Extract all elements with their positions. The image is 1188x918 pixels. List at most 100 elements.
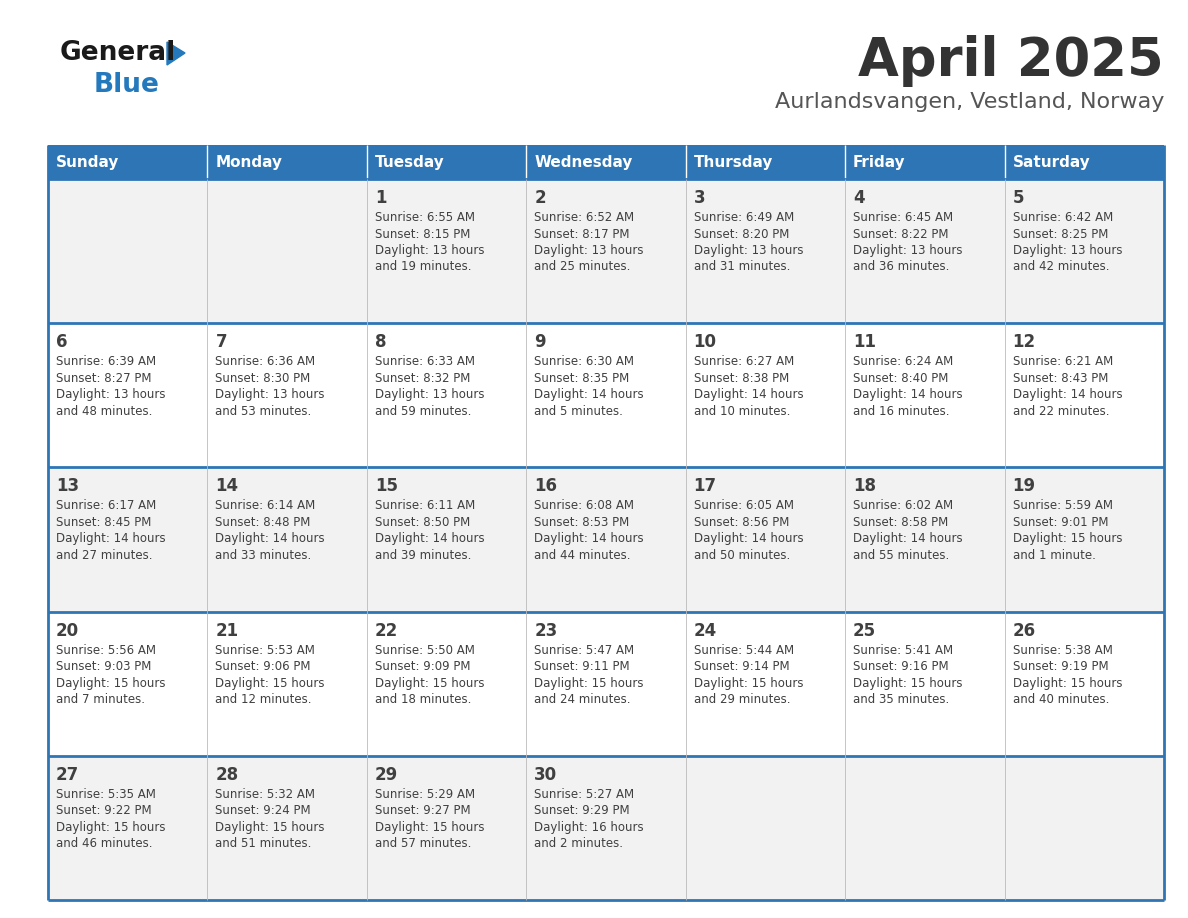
Text: Sunrise: 6:21 AM: Sunrise: 6:21 AM	[1012, 355, 1113, 368]
Bar	[48, 756, 1164, 900]
Text: Daylight: 14 hours: Daylight: 14 hours	[535, 388, 644, 401]
Text: and 7 minutes.: and 7 minutes.	[56, 693, 145, 706]
Text: Sunrise: 6:17 AM: Sunrise: 6:17 AM	[56, 499, 156, 512]
Text: Sunset: 8:17 PM: Sunset: 8:17 PM	[535, 228, 630, 241]
Text: and 19 minutes.: and 19 minutes.	[375, 261, 472, 274]
Text: Tuesday: Tuesday	[375, 154, 444, 170]
Text: Daylight: 15 hours: Daylight: 15 hours	[56, 677, 165, 689]
Bar	[208, 145, 367, 179]
Text: Sunset: 8:38 PM: Sunset: 8:38 PM	[694, 372, 789, 385]
Text: Daylight: 14 hours: Daylight: 14 hours	[56, 532, 165, 545]
Text: Sunset: 8:20 PM: Sunset: 8:20 PM	[694, 228, 789, 241]
Text: Daylight: 13 hours: Daylight: 13 hours	[694, 244, 803, 257]
Text: Sunrise: 6:49 AM: Sunrise: 6:49 AM	[694, 211, 794, 224]
Text: 19: 19	[1012, 477, 1036, 496]
Text: 22: 22	[375, 621, 398, 640]
Text: and 16 minutes.: and 16 minutes.	[853, 405, 949, 418]
Text: 20: 20	[56, 621, 80, 640]
Text: and 5 minutes.: and 5 minutes.	[535, 405, 624, 418]
Text: Sunrise: 5:32 AM: Sunrise: 5:32 AM	[215, 788, 315, 800]
Text: and 46 minutes.: and 46 minutes.	[56, 837, 152, 850]
Bar	[367, 145, 526, 179]
Text: Sunrise: 5:35 AM: Sunrise: 5:35 AM	[56, 788, 156, 800]
Text: Daylight: 15 hours: Daylight: 15 hours	[853, 677, 962, 689]
Text: Sunset: 8:22 PM: Sunset: 8:22 PM	[853, 228, 948, 241]
Text: 15: 15	[375, 477, 398, 496]
Text: Sunrise: 5:53 AM: Sunrise: 5:53 AM	[215, 644, 315, 656]
Text: Sunrise: 6:02 AM: Sunrise: 6:02 AM	[853, 499, 953, 512]
Text: Daylight: 15 hours: Daylight: 15 hours	[1012, 677, 1121, 689]
Text: and 2 minutes.: and 2 minutes.	[535, 837, 624, 850]
Text: Sunset: 8:56 PM: Sunset: 8:56 PM	[694, 516, 789, 529]
Text: Sunset: 8:15 PM: Sunset: 8:15 PM	[375, 228, 470, 241]
Text: Sunset: 9:06 PM: Sunset: 9:06 PM	[215, 660, 311, 673]
Text: Friday: Friday	[853, 154, 905, 170]
Text: and 31 minutes.: and 31 minutes.	[694, 261, 790, 274]
Bar	[48, 611, 1164, 756]
Text: Daylight: 14 hours: Daylight: 14 hours	[1012, 388, 1123, 401]
Text: 29: 29	[375, 766, 398, 784]
Text: Sunset: 8:53 PM: Sunset: 8:53 PM	[535, 516, 630, 529]
Text: Daylight: 13 hours: Daylight: 13 hours	[853, 244, 962, 257]
Text: and 12 minutes.: and 12 minutes.	[215, 693, 312, 706]
Text: Sunrise: 5:59 AM: Sunrise: 5:59 AM	[1012, 499, 1112, 512]
Text: Sunrise: 5:44 AM: Sunrise: 5:44 AM	[694, 644, 794, 656]
Text: Sunset: 8:27 PM: Sunset: 8:27 PM	[56, 372, 152, 385]
Text: and 59 minutes.: and 59 minutes.	[375, 405, 472, 418]
Text: Daylight: 13 hours: Daylight: 13 hours	[1012, 244, 1121, 257]
Text: Daylight: 15 hours: Daylight: 15 hours	[375, 821, 485, 834]
Text: and 22 minutes.: and 22 minutes.	[1012, 405, 1110, 418]
Text: Saturday: Saturday	[1012, 154, 1091, 170]
Text: Daylight: 15 hours: Daylight: 15 hours	[694, 677, 803, 689]
Bar	[48, 145, 208, 179]
Text: and 25 minutes.: and 25 minutes.	[535, 261, 631, 274]
Text: 17: 17	[694, 477, 716, 496]
Text: Sunrise: 6:14 AM: Sunrise: 6:14 AM	[215, 499, 316, 512]
Text: Sunset: 8:43 PM: Sunset: 8:43 PM	[1012, 372, 1108, 385]
Text: Sunset: 9:09 PM: Sunset: 9:09 PM	[375, 660, 470, 673]
Text: and 36 minutes.: and 36 minutes.	[853, 261, 949, 274]
Text: Sunset: 9:27 PM: Sunset: 9:27 PM	[375, 804, 470, 817]
Text: 11: 11	[853, 333, 876, 352]
Text: Sunrise: 5:56 AM: Sunrise: 5:56 AM	[56, 644, 156, 656]
Text: 14: 14	[215, 477, 239, 496]
Text: 5: 5	[1012, 189, 1024, 207]
Text: Wednesday: Wednesday	[535, 154, 633, 170]
Text: Sunset: 9:19 PM: Sunset: 9:19 PM	[1012, 660, 1108, 673]
Text: Sunset: 8:40 PM: Sunset: 8:40 PM	[853, 372, 948, 385]
Text: 9: 9	[535, 333, 545, 352]
Text: and 44 minutes.: and 44 minutes.	[535, 549, 631, 562]
Text: and 27 minutes.: and 27 minutes.	[56, 549, 152, 562]
Text: 23: 23	[535, 621, 557, 640]
Text: and 18 minutes.: and 18 minutes.	[375, 693, 472, 706]
Text: 30: 30	[535, 766, 557, 784]
Text: 16: 16	[535, 477, 557, 496]
Bar	[48, 179, 1164, 323]
Text: Daylight: 13 hours: Daylight: 13 hours	[375, 388, 485, 401]
Text: 26: 26	[1012, 621, 1036, 640]
Text: Sunrise: 5:29 AM: Sunrise: 5:29 AM	[375, 788, 475, 800]
Text: Sunrise: 5:41 AM: Sunrise: 5:41 AM	[853, 644, 953, 656]
Text: Daylight: 15 hours: Daylight: 15 hours	[56, 821, 165, 834]
Text: Sunrise: 6:42 AM: Sunrise: 6:42 AM	[1012, 211, 1113, 224]
Bar	[48, 467, 1164, 611]
Text: Daylight: 15 hours: Daylight: 15 hours	[1012, 532, 1121, 545]
Text: 2: 2	[535, 189, 545, 207]
Bar	[526, 145, 685, 179]
Text: 12: 12	[1012, 333, 1036, 352]
Text: Daylight: 14 hours: Daylight: 14 hours	[535, 532, 644, 545]
Text: Daylight: 15 hours: Daylight: 15 hours	[375, 677, 485, 689]
Text: Sunset: 9:16 PM: Sunset: 9:16 PM	[853, 660, 949, 673]
Text: Sunrise: 6:05 AM: Sunrise: 6:05 AM	[694, 499, 794, 512]
Text: Sunrise: 6:36 AM: Sunrise: 6:36 AM	[215, 355, 316, 368]
Text: 4: 4	[853, 189, 865, 207]
Text: 24: 24	[694, 621, 716, 640]
Text: Daylight: 14 hours: Daylight: 14 hours	[853, 532, 962, 545]
Text: Sunset: 9:29 PM: Sunset: 9:29 PM	[535, 804, 630, 817]
Text: Sunset: 8:58 PM: Sunset: 8:58 PM	[853, 516, 948, 529]
Text: and 40 minutes.: and 40 minutes.	[1012, 693, 1108, 706]
Text: Sunrise: 6:52 AM: Sunrise: 6:52 AM	[535, 211, 634, 224]
Text: and 29 minutes.: and 29 minutes.	[694, 693, 790, 706]
Text: Sunrise: 5:38 AM: Sunrise: 5:38 AM	[1012, 644, 1112, 656]
Bar	[685, 145, 845, 179]
